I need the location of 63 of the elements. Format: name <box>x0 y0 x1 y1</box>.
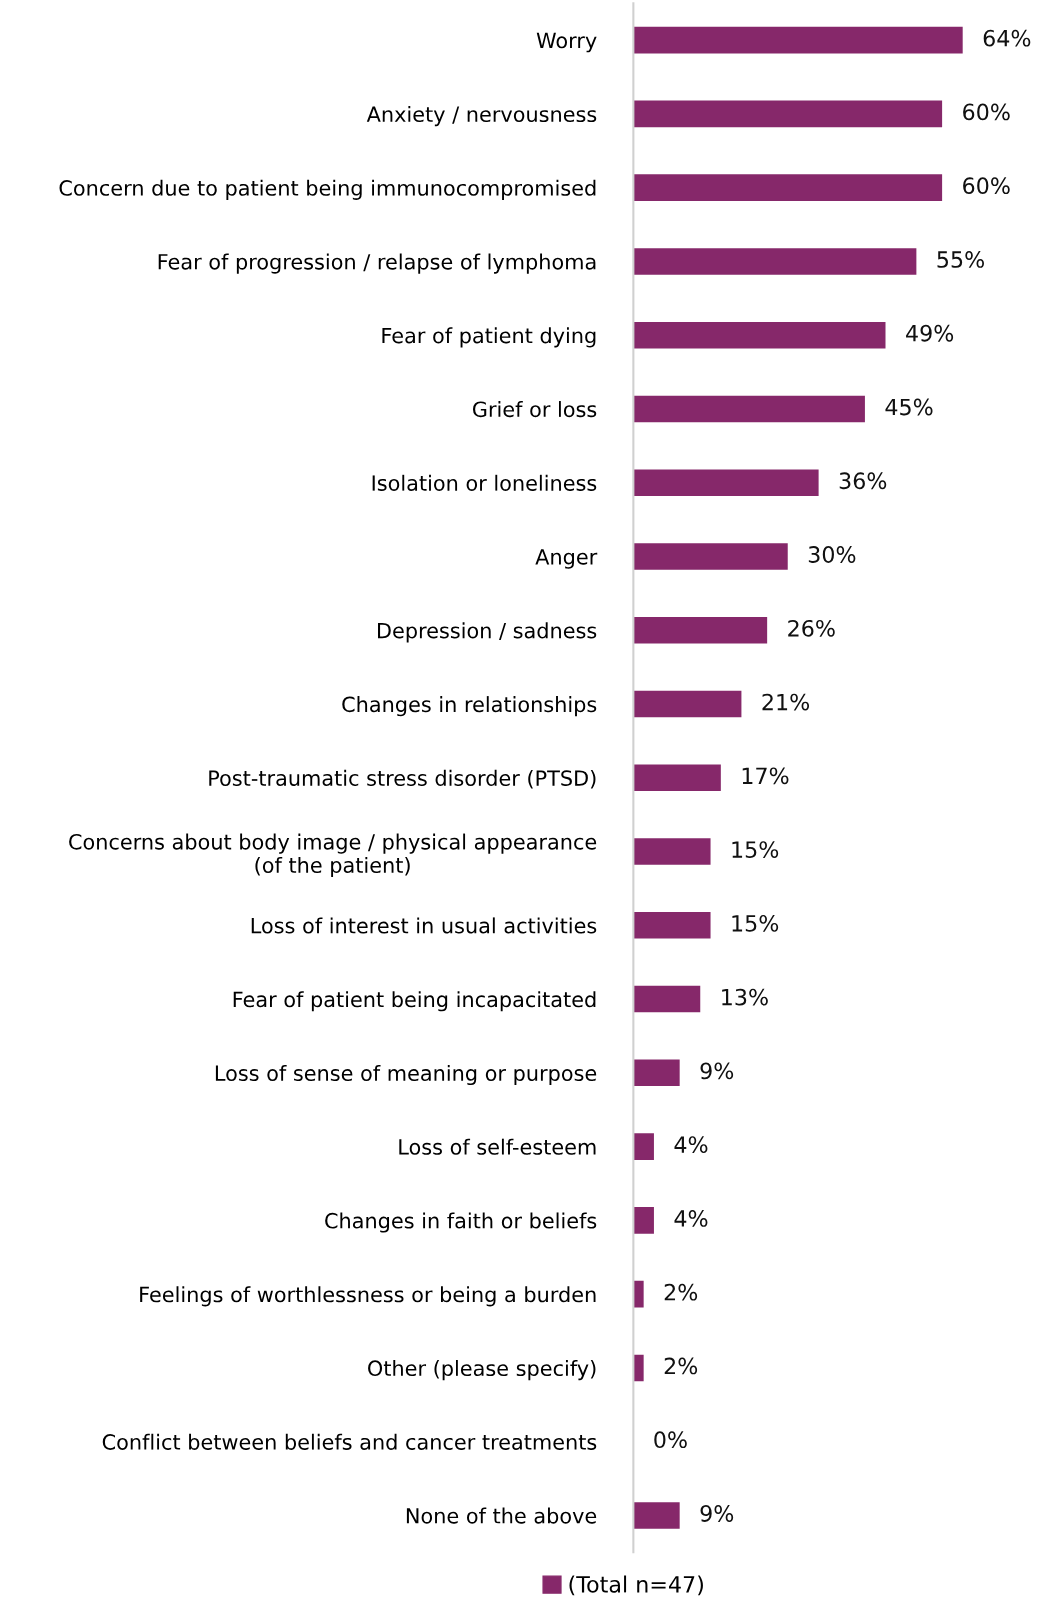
y-tick-label: Fear of patient being incapacitated <box>233 991 596 1012</box>
bar <box>633 1059 680 1087</box>
data-label: 15% <box>732 914 779 932</box>
data-label: 55% <box>937 251 984 268</box>
y-tick-label: Conflict between beliefs and cancer treatments <box>102 1433 597 1450</box>
bar <box>633 690 742 718</box>
y-tick-label: Feelings of worthlessness or being a burden <box>140 1286 596 1307</box>
bar <box>633 764 721 792</box>
y-tick-label: Worry <box>536 32 597 53</box>
y-tick-label: Other (please specify) <box>368 1359 596 1381</box>
y-tick-label: Changes in relationships <box>342 696 597 717</box>
y-tick-label: Post-traumatic stress disorder (PTSD) <box>209 769 596 789</box>
legend-label: (Total n=47) <box>569 1575 703 1596</box>
y-tick-label: Changes in faith or beliefs <box>325 1212 597 1233</box>
data-label: 13% <box>722 988 768 1006</box>
y-tick-label: None of the above <box>406 1507 597 1524</box>
data-label: 4% <box>674 1210 708 1227</box>
data-label: 15% <box>732 841 779 858</box>
data-label: 49% <box>906 324 954 342</box>
bar <box>633 469 819 496</box>
bar <box>633 100 943 128</box>
bar <box>633 838 711 865</box>
data-label: 26% <box>788 619 835 637</box>
data-label: 2% <box>664 1357 698 1375</box>
data-label: 2% <box>664 1283 698 1301</box>
y-tick-label: Depression / sadness <box>378 622 597 643</box>
data-label: 60% <box>963 177 1010 195</box>
bar <box>633 1207 654 1234</box>
bar <box>633 1502 680 1529</box>
bar <box>633 543 788 570</box>
data-label: 45% <box>885 398 933 416</box>
data-label: 17% <box>742 767 789 785</box>
y-tick-label: Isolation or loneliness <box>372 474 597 491</box>
data-label: 4% <box>674 1136 708 1154</box>
bar <box>633 321 886 349</box>
y-tick-label: Concern due to patient being immunocompromised <box>59 179 596 200</box>
data-label: 64% <box>983 29 1031 47</box>
data-label: 30% <box>808 546 856 563</box>
bar <box>633 1280 644 1308</box>
y-tick-label: Grief or loss <box>472 401 597 418</box>
y-tick-label: Loss of interest in usual activities <box>251 917 597 934</box>
y-tick-label: Loss of self-esteem <box>399 1138 596 1155</box>
bar <box>633 1354 644 1382</box>
data-label: 9% <box>700 1062 734 1080</box>
y-tick-label: Fear of progression / relapse of lymphoma <box>158 253 596 274</box>
bar <box>633 1133 654 1160</box>
data-label: 36% <box>839 472 887 490</box>
y-tick-label: Anger <box>535 549 598 569</box>
y-tick-label: Concerns about body image / physical appearance (of the patient) <box>69 833 597 878</box>
data-label: 9% <box>700 1505 734 1522</box>
bar <box>633 985 701 1013</box>
y-tick-label: Fear of patient dying <box>382 327 596 348</box>
data-label: 21% <box>762 693 810 711</box>
bar <box>633 174 943 201</box>
bar <box>633 26 963 54</box>
y-tick-label: Anxiety / nervousness <box>366 105 597 127</box>
bar <box>633 912 711 939</box>
bar <box>633 616 768 644</box>
data-label: 60% <box>963 103 1010 121</box>
bar <box>633 395 865 423</box>
y-tick-label: Loss of sense of meaning or purpose <box>215 1064 597 1086</box>
data-label: 0% <box>654 1431 687 1449</box>
bar <box>633 248 917 275</box>
